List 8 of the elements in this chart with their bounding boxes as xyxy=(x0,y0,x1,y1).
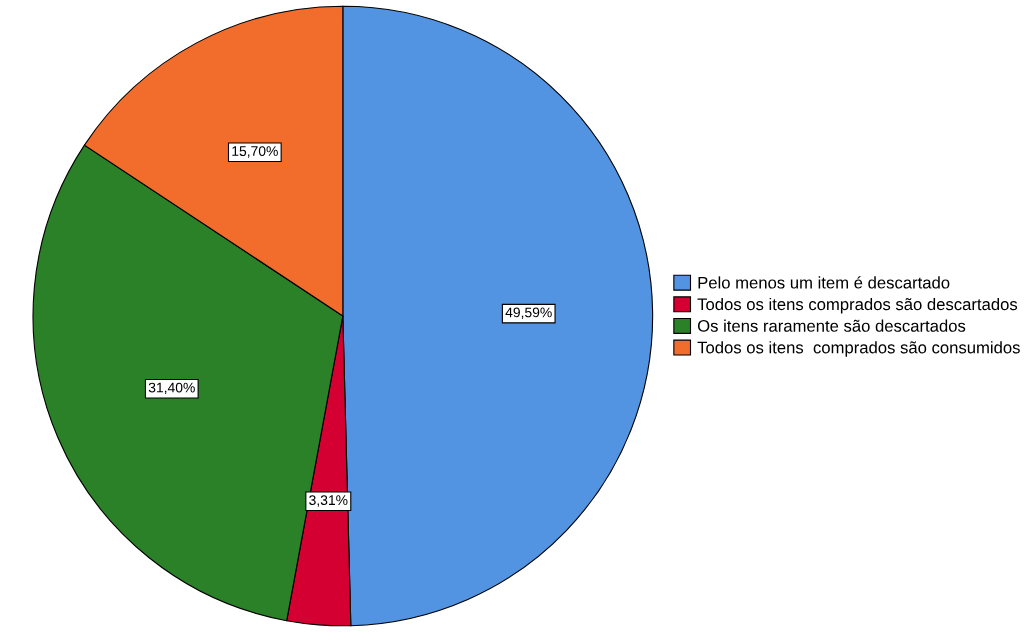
data-label: 3,31% xyxy=(309,495,348,507)
legend-label: Todos os itens comprados são descartados xyxy=(697,297,1018,314)
legend-label: Pelo menos um item é descartado xyxy=(698,276,950,289)
data-label: 49,59% xyxy=(505,307,552,319)
data-label: 15,70% xyxy=(232,146,278,158)
legend-label: Todos os itens comprados são consumidos xyxy=(697,341,1020,357)
legend-label: Os itens raramente são descartados xyxy=(697,319,966,332)
data-label: 31,40% xyxy=(148,382,195,395)
